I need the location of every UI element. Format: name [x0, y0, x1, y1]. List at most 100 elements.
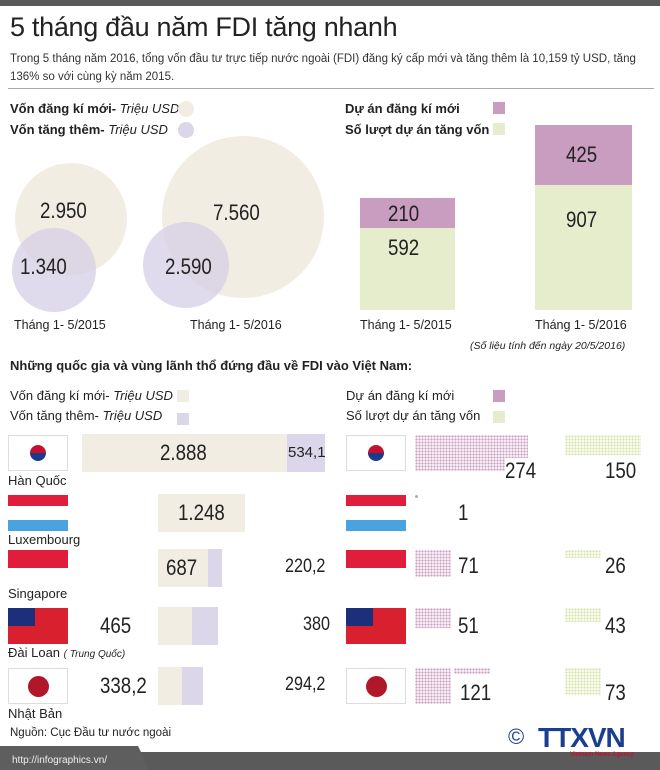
legend-swatch-increase-projects [493, 123, 505, 135]
legend-swatch [177, 413, 189, 425]
flag-taiwan [346, 608, 406, 644]
dots-increase-projects [565, 608, 601, 622]
dots-new-projects [415, 608, 451, 628]
legend-label: Vốn đăng kí mới- [10, 101, 117, 116]
data-note: (Số liệu tính đến ngày 20/5/2016) [470, 340, 626, 352]
value-new-capital: 2.888 [160, 440, 207, 465]
value-increase-projects: 150 [605, 458, 637, 483]
bar-new-capital [158, 494, 245, 532]
flag-korea [346, 435, 406, 471]
bar-new-capital [158, 667, 182, 705]
country-name: Singapore [8, 586, 68, 601]
legend-increase-projects: Số lượt dự án tăng vốn [345, 122, 490, 137]
flag-luxembourg [346, 495, 406, 531]
legend-added-capital: Vốn tăng thêm- Triệu USD [10, 408, 162, 423]
page-title: 5 tháng đầu năm FDI tăng nhanh [10, 12, 398, 42]
legend-swatch [493, 411, 505, 423]
period-label: Tháng 1- 5/2015 [14, 318, 106, 332]
top-bar [0, 0, 660, 6]
value-2016-new: 7.560 [213, 200, 260, 225]
value-added-capital: 294,2 [285, 674, 326, 695]
bubble-2016-added [143, 222, 229, 308]
value-new-projects: 1 [458, 500, 469, 525]
bar-added-capital [192, 607, 218, 645]
dots-new-projects [415, 495, 418, 498]
country-label: Đài Loan [8, 645, 61, 660]
legend-swatch [493, 390, 505, 402]
flag-luxembourg [8, 495, 68, 531]
legend-swatch-new-capital [178, 101, 194, 117]
bar-added-capital [287, 434, 325, 472]
bar-label: 210 [388, 201, 420, 226]
legend-new-projects: Dự án đăng kí mới [345, 101, 460, 116]
bottom-bar [0, 752, 660, 770]
value-2016-added: 2.590 [165, 254, 212, 279]
period-label: Tháng 1- 5/2016 [535, 318, 627, 332]
legend-unit: Triệu USD [119, 101, 180, 116]
value-new-projects: 71 [458, 553, 479, 578]
bar-label: 907 [566, 207, 598, 232]
bar-added-capital [182, 667, 203, 705]
value-new-projects: 121 [460, 680, 492, 705]
legend-added-capital: Vốn tăng thêm- Triệu USD [10, 122, 168, 137]
flag-singapore [346, 550, 406, 568]
divider [8, 88, 654, 89]
country-note: ( Trung Quốc) [63, 649, 126, 660]
dots-new-projects [454, 668, 490, 674]
dots-new-projects [415, 668, 451, 704]
bubble-2015-added [12, 228, 96, 312]
value-increase-projects: 26 [605, 553, 626, 578]
bar-label: 592 [388, 235, 420, 260]
legend-label: Vốn tăng thêm- [10, 122, 105, 137]
value-new-capital: 687 [166, 555, 198, 580]
flag-japan [346, 668, 406, 704]
legend-new-capital: Vốn đăng kí mới- Triệu USD [10, 388, 173, 403]
ttxvn-logo: TTXVN [538, 722, 626, 753]
dots-increase-projects [565, 668, 601, 695]
section-title: Những quốc gia và vùng lãnh thổ đứng đầu… [10, 358, 413, 373]
value-added-capital: 380 [303, 614, 330, 635]
bar-2016-increase [535, 185, 632, 310]
bar-2016-new [535, 125, 632, 185]
bar-label: 425 [566, 142, 598, 167]
value-added-capital: 220,2 [285, 556, 326, 577]
flag-taiwan [8, 608, 68, 644]
bar-added-capital [208, 549, 222, 587]
country-name: Nhật Bản [8, 706, 63, 721]
legend-unit: Triệu USD [102, 408, 163, 423]
legend-label: Vốn tăng thêm- [10, 408, 99, 423]
bar-new-capital [158, 549, 208, 587]
dots-increase-projects [565, 435, 641, 455]
period-label: Tháng 1- 5/2015 [360, 318, 452, 332]
country-name: Luxembourg [8, 532, 81, 547]
legend-swatch-added-capital [178, 122, 194, 138]
value-added-capital: 534,1 [288, 444, 326, 461]
dots-increase-projects [565, 550, 601, 558]
legend-unit: Triệu USD [113, 388, 173, 403]
subtitle: Trong 5 tháng năm 2016, tổng vốn đầu tư … [10, 53, 636, 83]
period-label: Tháng 1- 5/2016 [190, 318, 282, 332]
value-new-projects: 274 [505, 458, 537, 484]
legend-new-capital: Vốn đăng kí mới- Triệu USD [10, 101, 179, 116]
legend-unit: Triệu USD [108, 122, 168, 137]
value-increase-projects: 73 [605, 680, 626, 705]
bar-2015-new [360, 198, 455, 228]
logo-tagline: Vietnam News Agency [570, 752, 634, 758]
flag-japan [8, 668, 68, 704]
value-2015-added: 1.340 [20, 254, 67, 279]
value-increase-projects: 43 [605, 613, 626, 638]
bar-new-capital [158, 607, 192, 645]
flag-singapore [8, 550, 68, 568]
flag-korea [8, 435, 68, 471]
value-new-capital: 1.248 [178, 500, 225, 525]
legend-new-projects: Dự án đăng kí mới [346, 388, 455, 403]
legend-swatch [177, 390, 189, 402]
value-new-capital: 465 [100, 613, 132, 638]
value-new-projects: 51 [458, 613, 479, 638]
dots-new-projects [415, 550, 451, 577]
legend-label: Vốn đăng kí mới- [10, 388, 110, 403]
site-url[interactable]: http://infographics.vn/ [0, 746, 150, 770]
source: Nguồn: Cục Đầu tư nước ngoài [10, 727, 172, 739]
bar-2015-increase [360, 228, 455, 310]
country-name: Đài Loan ( Trung Quốc) [8, 645, 125, 660]
